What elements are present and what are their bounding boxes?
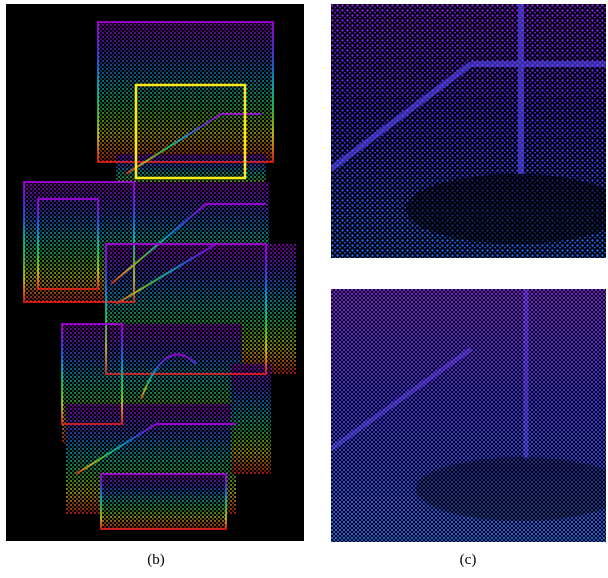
point-cloud-overview xyxy=(6,4,304,541)
zoom-region-highlight xyxy=(134,83,247,180)
point-cloud-overview-image xyxy=(23,21,296,530)
caption-b: (b) xyxy=(147,552,165,568)
zoomed-point-cloud-bottom-image xyxy=(331,289,606,542)
zoomed-point-cloud-bottom xyxy=(331,289,606,542)
structure-edges xyxy=(23,21,274,530)
zoomed-point-cloud-top-image xyxy=(331,4,606,258)
point-cloud xyxy=(24,22,296,529)
caption-c: (c) xyxy=(459,552,477,568)
zoomed-point-cloud-top xyxy=(331,4,606,258)
